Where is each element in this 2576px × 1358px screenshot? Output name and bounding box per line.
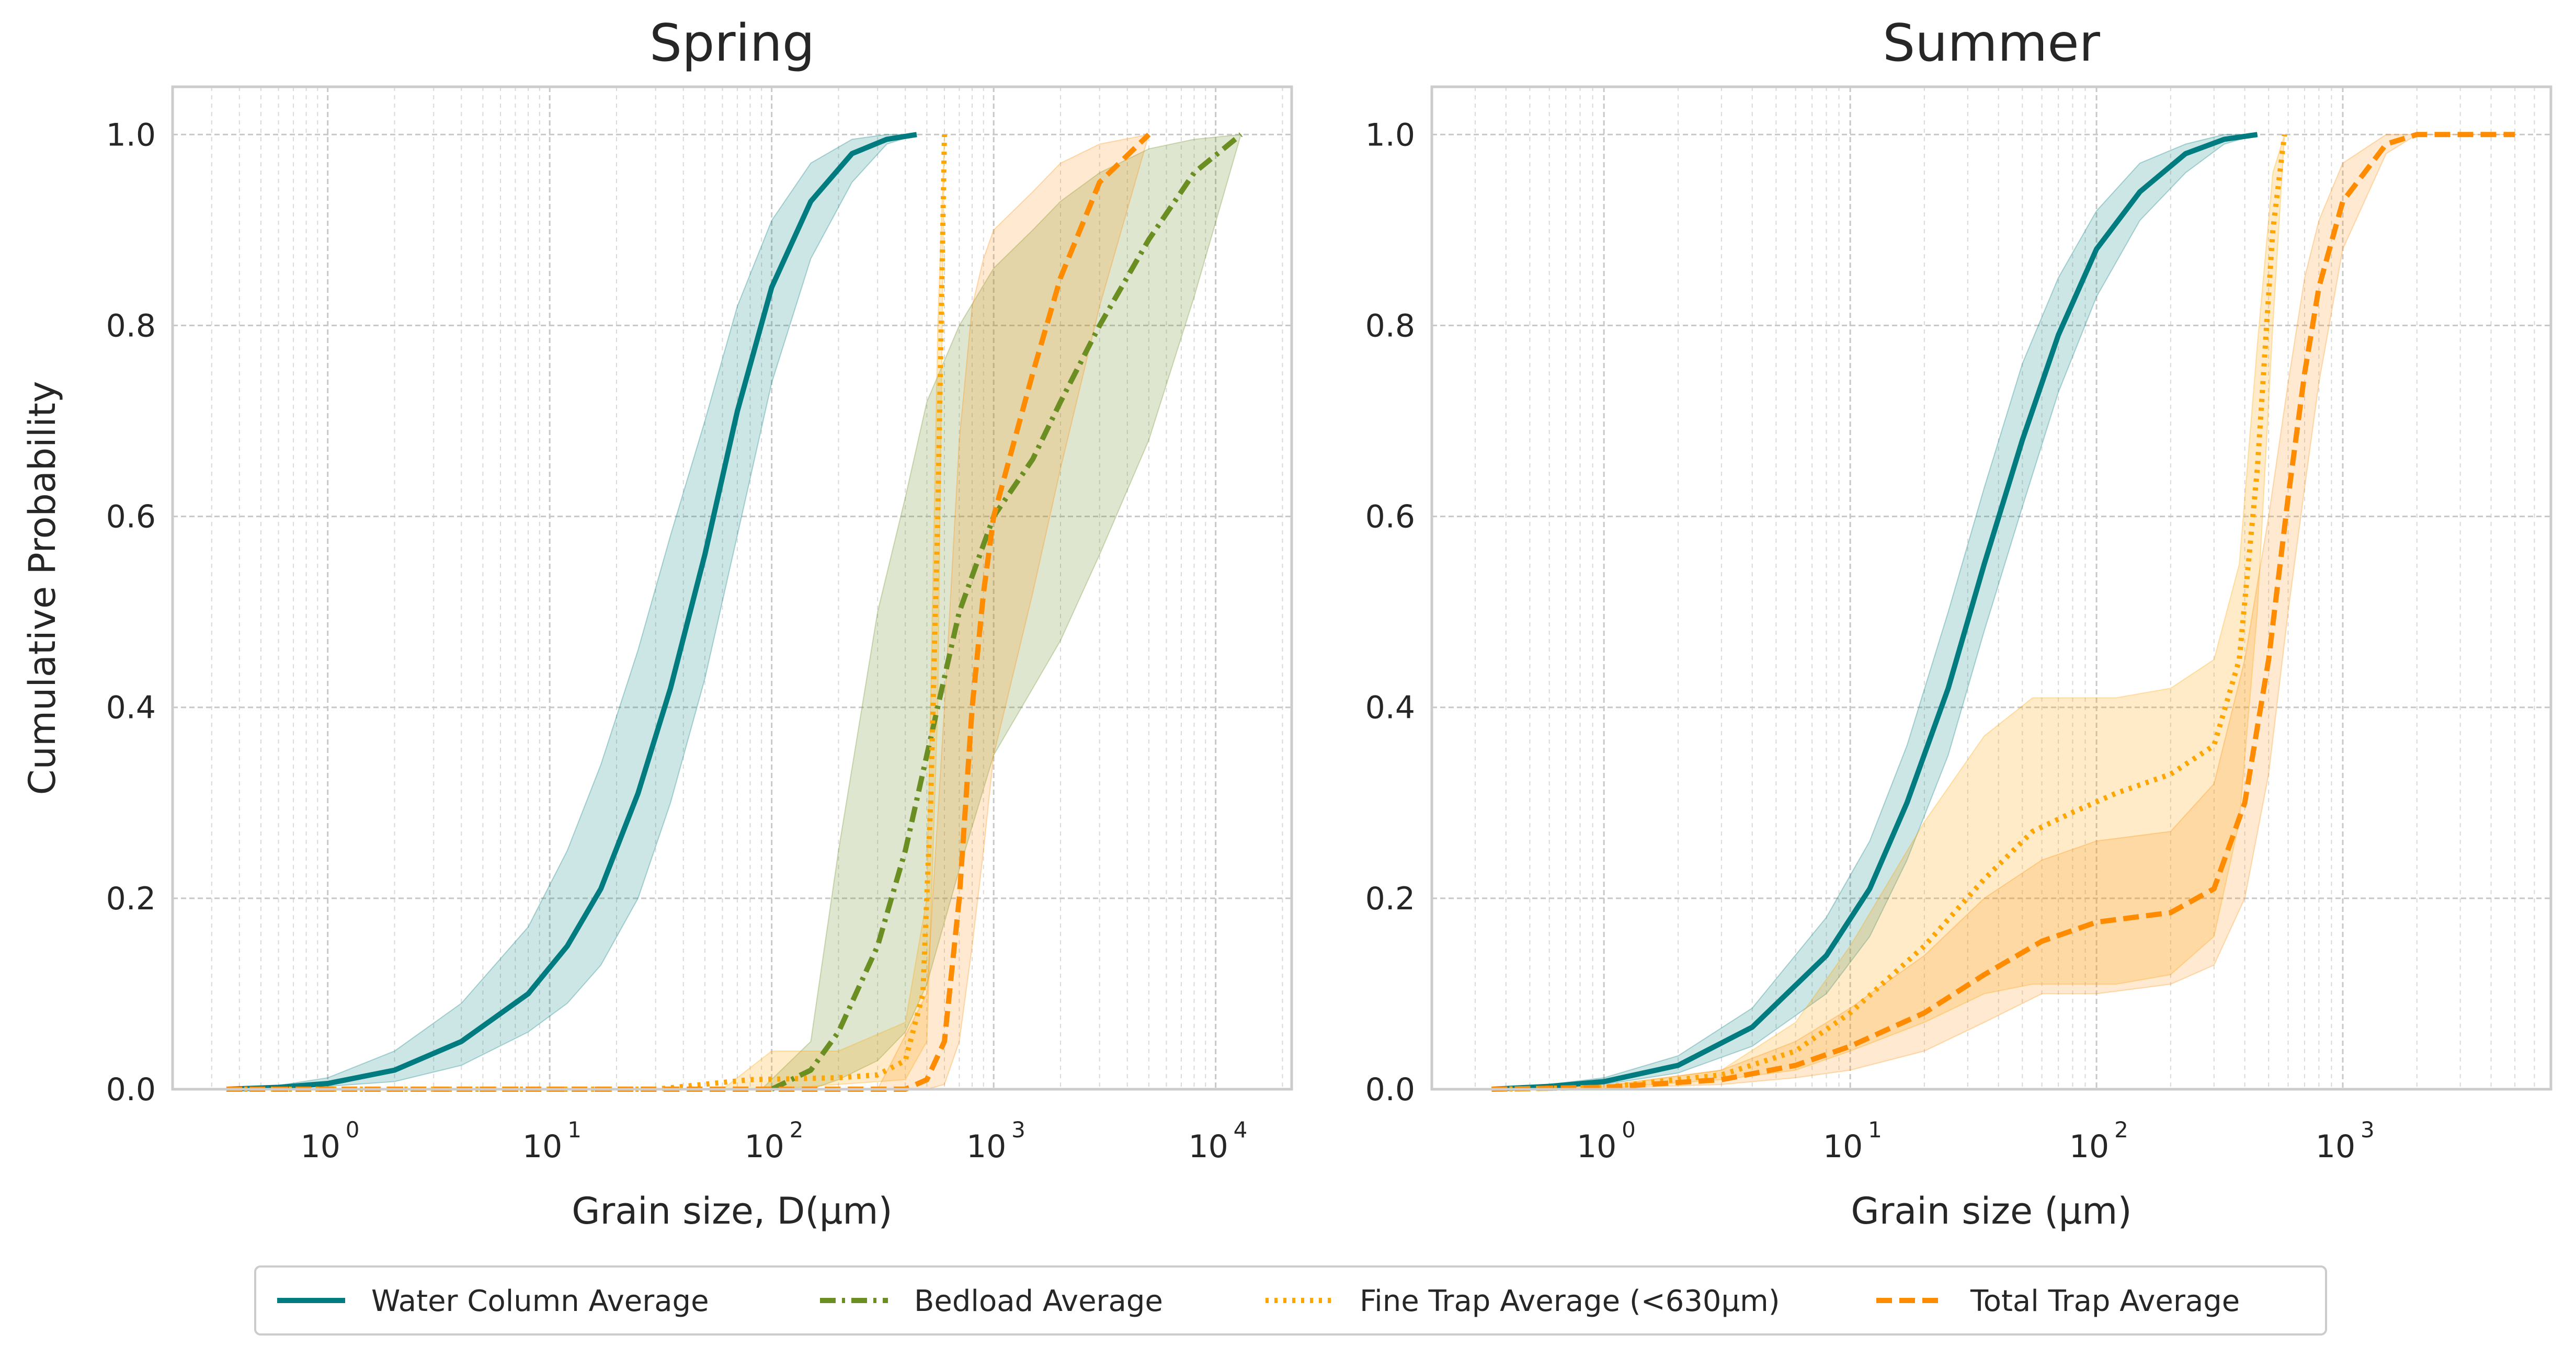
legend-label: Water Column Average — [371, 1284, 709, 1318]
y-tick-label: 1.0 — [1365, 117, 1415, 153]
x-tick-exponent: 2 — [2114, 1117, 2128, 1143]
x-tick-exponent: 0 — [346, 1117, 360, 1143]
y-tick-label: 0.4 — [106, 690, 156, 726]
x-axis-label: Grain size, D(μm) — [572, 1190, 892, 1233]
y-tick-label: 0.2 — [1365, 881, 1415, 917]
total-trap-average-line — [1491, 132, 2515, 1092]
x-tick-exponent: 4 — [1234, 1117, 1248, 1143]
y-tick-label: 1.0 — [106, 117, 156, 153]
y-axis-label: Cumulative Probability — [21, 381, 64, 795]
series-group — [1491, 132, 2515, 1092]
y-tick-label: 0.2 — [106, 881, 156, 917]
x-tick-label: 10 — [1577, 1128, 1616, 1165]
x-tick-exponent: 1 — [567, 1117, 582, 1143]
x-tick-label: 10 — [2069, 1128, 2109, 1165]
x-tick-exponent: 3 — [2361, 1117, 2375, 1143]
chart-title: Spring — [649, 14, 815, 73]
x-tick-exponent: 1 — [1868, 1117, 1882, 1143]
y-tick-label: 0.8 — [106, 307, 156, 344]
total-trap-average-band — [1491, 134, 2515, 1090]
y-tick-label: 0.0 — [106, 1071, 156, 1108]
x-tick-label: 10 — [966, 1128, 1006, 1165]
legend-label: Bedload Average — [914, 1284, 1163, 1318]
legend-box — [254, 1265, 2327, 1336]
y-tick-label: 0.4 — [1365, 690, 1415, 726]
total-trap-average-line — [226, 132, 1151, 1092]
x-axis-label: Grain size (μm) — [1851, 1190, 2132, 1233]
x-tick-label: 10 — [522, 1128, 562, 1165]
fine-trap-average-630-m-line — [1491, 134, 2287, 1092]
x-tick-label: 10 — [744, 1128, 784, 1165]
spring-panel: 0.00.20.40.60.81.010 0 10 1 10 2 10 3 10 4SpringG… — [21, 14, 1293, 1233]
x-tick-exponent: 3 — [1011, 1117, 1025, 1143]
x-tick-label: 10 — [1823, 1128, 1863, 1165]
legend-label: Total Trap Average — [1970, 1284, 2240, 1318]
legend-label: Fine Trap Average (<630μm) — [1360, 1284, 1780, 1318]
x-tick-label: 10 — [2316, 1128, 2355, 1165]
y-tick-label: 0.0 — [1365, 1071, 1415, 1108]
y-tick-label: 0.6 — [106, 499, 156, 535]
chart-title: Summer — [1883, 14, 2101, 73]
x-tick-label: 10 — [301, 1128, 340, 1165]
water-column-average-band — [1491, 134, 2258, 1090]
water-column-average-line — [1491, 132, 2258, 1092]
summer-panel: 0.00.20.40.60.81.010 0 10 1 10 2 10 3SummerGrai… — [1365, 14, 2552, 1233]
water-column-average-band — [226, 134, 917, 1090]
axes-frame — [171, 85, 1293, 1091]
x-tick-exponent: 2 — [790, 1117, 804, 1143]
series-group — [226, 132, 1243, 1092]
bedload-average-line — [770, 132, 1243, 1092]
y-tick-label: 0.8 — [1365, 307, 1415, 344]
water-column-average-line — [226, 132, 917, 1092]
axes-frame — [1430, 85, 2552, 1091]
x-tick-label: 10 — [1188, 1128, 1228, 1165]
x-tick-exponent: 0 — [1622, 1117, 1636, 1143]
legend: Water Column Average Bedload Average Fine … — [254, 1265, 2327, 1336]
y-tick-label: 0.6 — [1365, 499, 1415, 535]
